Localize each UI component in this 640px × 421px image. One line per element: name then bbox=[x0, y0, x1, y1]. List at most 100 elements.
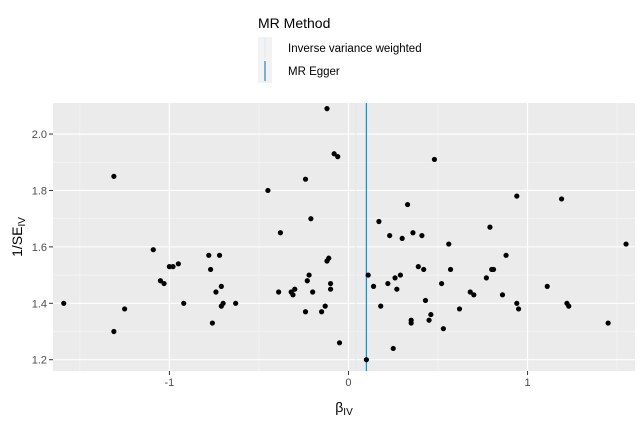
data-point bbox=[408, 317, 414, 323]
data-point bbox=[322, 303, 328, 309]
data-point bbox=[419, 232, 425, 239]
y-tick-label: 1.6 bbox=[32, 242, 47, 254]
data-point bbox=[319, 309, 325, 315]
y-axis-title-sub: IV bbox=[17, 217, 28, 227]
data-point bbox=[220, 300, 226, 306]
data-point bbox=[335, 154, 341, 160]
data-point bbox=[544, 283, 550, 289]
data-point bbox=[324, 106, 330, 112]
data-point bbox=[387, 232, 393, 239]
data-point bbox=[394, 286, 400, 292]
data-point bbox=[276, 289, 282, 295]
data-point bbox=[516, 306, 522, 312]
y-tick-label: 1.8 bbox=[32, 185, 47, 197]
data-point bbox=[566, 303, 572, 309]
data-point bbox=[446, 241, 452, 247]
y-tick-label: 1.2 bbox=[32, 355, 47, 367]
y-tick-label: 1.4 bbox=[32, 298, 47, 310]
data-point bbox=[514, 300, 520, 306]
data-point bbox=[490, 266, 497, 273]
data-point bbox=[61, 300, 67, 306]
data-point bbox=[385, 280, 391, 287]
data-point bbox=[207, 266, 214, 273]
data-point bbox=[277, 230, 284, 236]
data-point bbox=[306, 272, 312, 278]
data-point bbox=[558, 196, 565, 202]
data-point bbox=[422, 297, 429, 304]
plot-panel bbox=[53, 103, 635, 371]
data-point bbox=[170, 264, 176, 270]
data-point bbox=[426, 317, 432, 323]
data-point bbox=[181, 300, 187, 306]
data-point bbox=[161, 280, 167, 287]
data-point bbox=[265, 187, 271, 194]
data-point bbox=[365, 272, 371, 278]
y-axis-title: 1/SEIV bbox=[9, 217, 28, 257]
legend: MR Method Inverse variance weighted MR E… bbox=[258, 15, 422, 83]
data-point bbox=[150, 247, 156, 253]
data-point bbox=[514, 193, 520, 199]
data-point bbox=[376, 218, 382, 225]
data-point bbox=[327, 280, 334, 287]
data-point bbox=[467, 289, 473, 295]
data-point bbox=[404, 201, 411, 208]
data-point bbox=[471, 292, 477, 298]
data-point bbox=[302, 309, 309, 315]
data-point bbox=[378, 303, 384, 309]
data-point bbox=[166, 264, 172, 270]
method-lines bbox=[355, 103, 367, 371]
data-point bbox=[440, 326, 446, 332]
data-point bbox=[213, 289, 219, 295]
data-point bbox=[304, 278, 310, 284]
y-axis: 1.2 1.4 1.6 1.8 2.0 bbox=[32, 129, 53, 367]
data-point bbox=[623, 241, 629, 247]
data-point bbox=[438, 280, 445, 287]
data-point bbox=[410, 230, 416, 236]
data-point bbox=[326, 255, 332, 261]
data-point bbox=[499, 292, 506, 298]
data-point bbox=[399, 235, 405, 242]
x-axis-title-main: β bbox=[335, 399, 343, 415]
data-point bbox=[392, 275, 398, 281]
x-axis: -1 0 1 bbox=[165, 371, 531, 389]
data-point bbox=[336, 340, 343, 346]
data-point bbox=[290, 292, 296, 298]
data-point bbox=[415, 264, 421, 270]
data-point bbox=[216, 252, 223, 258]
data-point bbox=[122, 306, 128, 312]
data-point bbox=[428, 311, 434, 318]
data-point bbox=[206, 252, 212, 258]
data-point bbox=[327, 286, 334, 292]
data-point bbox=[111, 173, 117, 179]
data-point bbox=[233, 300, 239, 306]
y-axis-title-main: 1/SE bbox=[9, 227, 25, 257]
data-point bbox=[447, 266, 454, 273]
data-point bbox=[308, 216, 314, 222]
legend-title: MR Method bbox=[258, 15, 330, 31]
data-point bbox=[175, 261, 181, 267]
x-axis-title: βIV bbox=[335, 399, 353, 418]
data-points bbox=[61, 106, 629, 363]
data-point bbox=[431, 156, 438, 163]
data-point bbox=[483, 275, 489, 281]
x-axis-title-sub: IV bbox=[343, 407, 353, 418]
data-point bbox=[421, 266, 427, 273]
data-point bbox=[292, 286, 298, 292]
legend-label-ivw: Inverse variance weighted bbox=[288, 43, 422, 55]
data-point bbox=[363, 357, 369, 363]
data-point bbox=[331, 151, 337, 157]
data-point bbox=[302, 176, 309, 182]
data-point bbox=[157, 278, 164, 284]
data-point bbox=[456, 306, 463, 312]
data-point bbox=[370, 283, 377, 289]
data-point bbox=[310, 289, 316, 295]
data-point bbox=[503, 252, 509, 258]
legend-key-background bbox=[258, 37, 272, 83]
data-point bbox=[397, 272, 404, 278]
data-point bbox=[390, 345, 396, 352]
data-point bbox=[605, 320, 611, 326]
data-point bbox=[111, 328, 117, 335]
data-point bbox=[487, 224, 493, 230]
y-tick-label: 2.0 bbox=[32, 129, 47, 141]
